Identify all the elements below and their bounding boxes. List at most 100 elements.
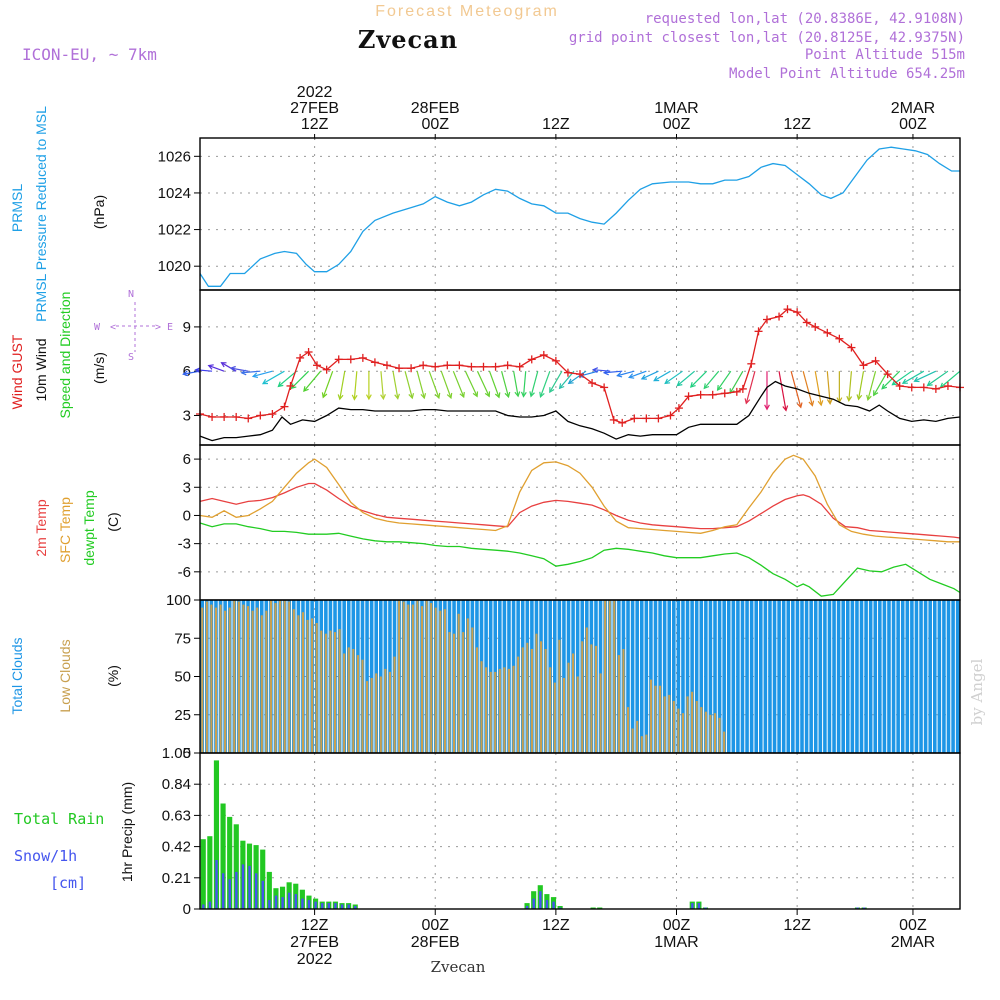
bar-snow-1h	[261, 880, 264, 909]
temperature-panel: 2m Temp SFC Temp dewpt Temp (C)	[33, 490, 121, 565]
bar-low-clouds	[558, 639, 561, 753]
rain-legend-label: Total Rain	[14, 810, 104, 828]
bar-low-clouds	[686, 696, 689, 753]
gust-marker	[783, 305, 792, 314]
wind-arrow-head	[529, 391, 535, 398]
chart-title: Forecast Meteogram	[375, 3, 559, 20]
bar-low-clouds	[613, 600, 616, 753]
bar-low-clouds	[425, 600, 428, 753]
bar-low-clouds	[713, 713, 717, 753]
bar-total-rain	[213, 760, 220, 909]
wind-speed-direction-label: Speed and Direction	[57, 292, 73, 419]
wind-arrow-shaft	[262, 370, 285, 385]
bar-snow-1h	[228, 879, 231, 909]
bar-low-clouds	[356, 655, 359, 753]
bottom-time-label: 00Z	[421, 917, 449, 934]
gust-marker	[256, 411, 265, 420]
bar-total-clouds	[914, 600, 919, 753]
top-time-label: 2MAR	[891, 100, 935, 117]
snow-legend-label: Snow/1h	[14, 847, 77, 865]
bar-total-clouds	[891, 600, 896, 753]
bar-low-clouds	[274, 603, 277, 753]
wind-arrow-head	[337, 394, 344, 401]
bar-total-clouds	[704, 600, 708, 753]
bar-low-clouds	[626, 707, 630, 753]
bar-low-clouds	[700, 707, 703, 753]
bar-low-clouds	[366, 681, 369, 753]
gust-marker	[280, 402, 289, 411]
wind-arrow	[476, 370, 491, 398]
bar-total-clouds	[905, 600, 910, 753]
wind-arrow	[182, 370, 201, 377]
bar-total-clouds	[928, 600, 932, 753]
wind-arrow	[464, 370, 479, 398]
bar-total-clouds	[859, 600, 864, 753]
bar-snow-1h	[221, 873, 225, 909]
bar-low-clouds	[301, 612, 305, 753]
bar-total-clouds	[685, 600, 690, 753]
gust-marker	[732, 387, 741, 396]
bar-low-clouds	[526, 642, 529, 753]
bar-low-clouds	[659, 685, 662, 753]
wind-arrow	[440, 370, 453, 400]
wind-arrow-shaft	[778, 371, 787, 411]
bar-total-clouds	[562, 600, 566, 753]
bar-total-clouds	[855, 600, 859, 753]
bar-low-clouds	[549, 667, 552, 753]
gust-marker	[775, 312, 784, 321]
bar-total-clouds	[923, 600, 928, 753]
wind-arrow-head	[866, 394, 872, 402]
gust-marker	[654, 414, 663, 423]
wind-arrow	[501, 371, 511, 399]
y-tick-label: 1.05	[162, 745, 191, 762]
bar-low-clouds	[279, 600, 282, 753]
wind-arrow	[778, 371, 789, 412]
bar-total-clouds	[690, 600, 694, 753]
gust-marker	[431, 362, 440, 371]
bar-low-clouds	[388, 671, 392, 753]
wind-arrow	[261, 370, 285, 385]
top-time-label: 12Z	[542, 116, 570, 133]
bar-total-clouds	[955, 600, 960, 753]
wind-arrow-head	[602, 369, 609, 376]
bar-total-clouds	[740, 600, 745, 753]
y-tick-label: 0.84	[162, 776, 191, 793]
wind-arrow-shaft	[195, 369, 213, 372]
bar-total-clouds	[658, 600, 662, 753]
wind-arrow-shaft	[476, 370, 490, 397]
bar-total-clouds	[365, 600, 369, 753]
y-tick-label: 1024	[158, 185, 191, 202]
compass-e: E	[167, 322, 173, 333]
bar-total-clouds	[369, 600, 374, 753]
wind-arrow	[558, 370, 575, 390]
wind-arrow-shaft	[404, 371, 413, 399]
gust-label: Wind GUST	[9, 334, 25, 409]
wind-arrow-head	[628, 373, 635, 379]
gust-marker	[334, 355, 343, 364]
wind-arrow-shaft	[464, 370, 478, 397]
wind-arrow	[520, 371, 527, 398]
wind-arrow-head	[764, 404, 770, 411]
gust-marker	[696, 390, 705, 399]
wind-arrow-shaft	[303, 370, 322, 392]
bar-low-clouds	[453, 633, 456, 753]
bar-low-clouds	[604, 600, 607, 753]
clouds-panel: Total Clouds Low Clouds (%)	[9, 637, 121, 714]
wind-arrow	[716, 370, 732, 392]
bar-low-clouds	[562, 678, 565, 753]
y-tick-label: 75	[174, 630, 191, 647]
wind-arrow	[913, 370, 937, 383]
bar-total-rain	[207, 836, 213, 909]
wind-arrow-shaft	[183, 370, 201, 375]
bar-total-clouds	[626, 600, 630, 753]
wind-arrow-shaft	[539, 370, 551, 397]
bar-total-clouds	[832, 600, 836, 753]
bar-low-clouds	[242, 604, 245, 753]
gust-marker	[747, 359, 756, 368]
y-tick-label: -3	[178, 536, 191, 553]
wind-arrow-head	[220, 362, 227, 368]
gust-marker	[395, 364, 404, 373]
bar-low-clouds	[485, 667, 488, 753]
bar-snow-1h	[704, 907, 707, 909]
